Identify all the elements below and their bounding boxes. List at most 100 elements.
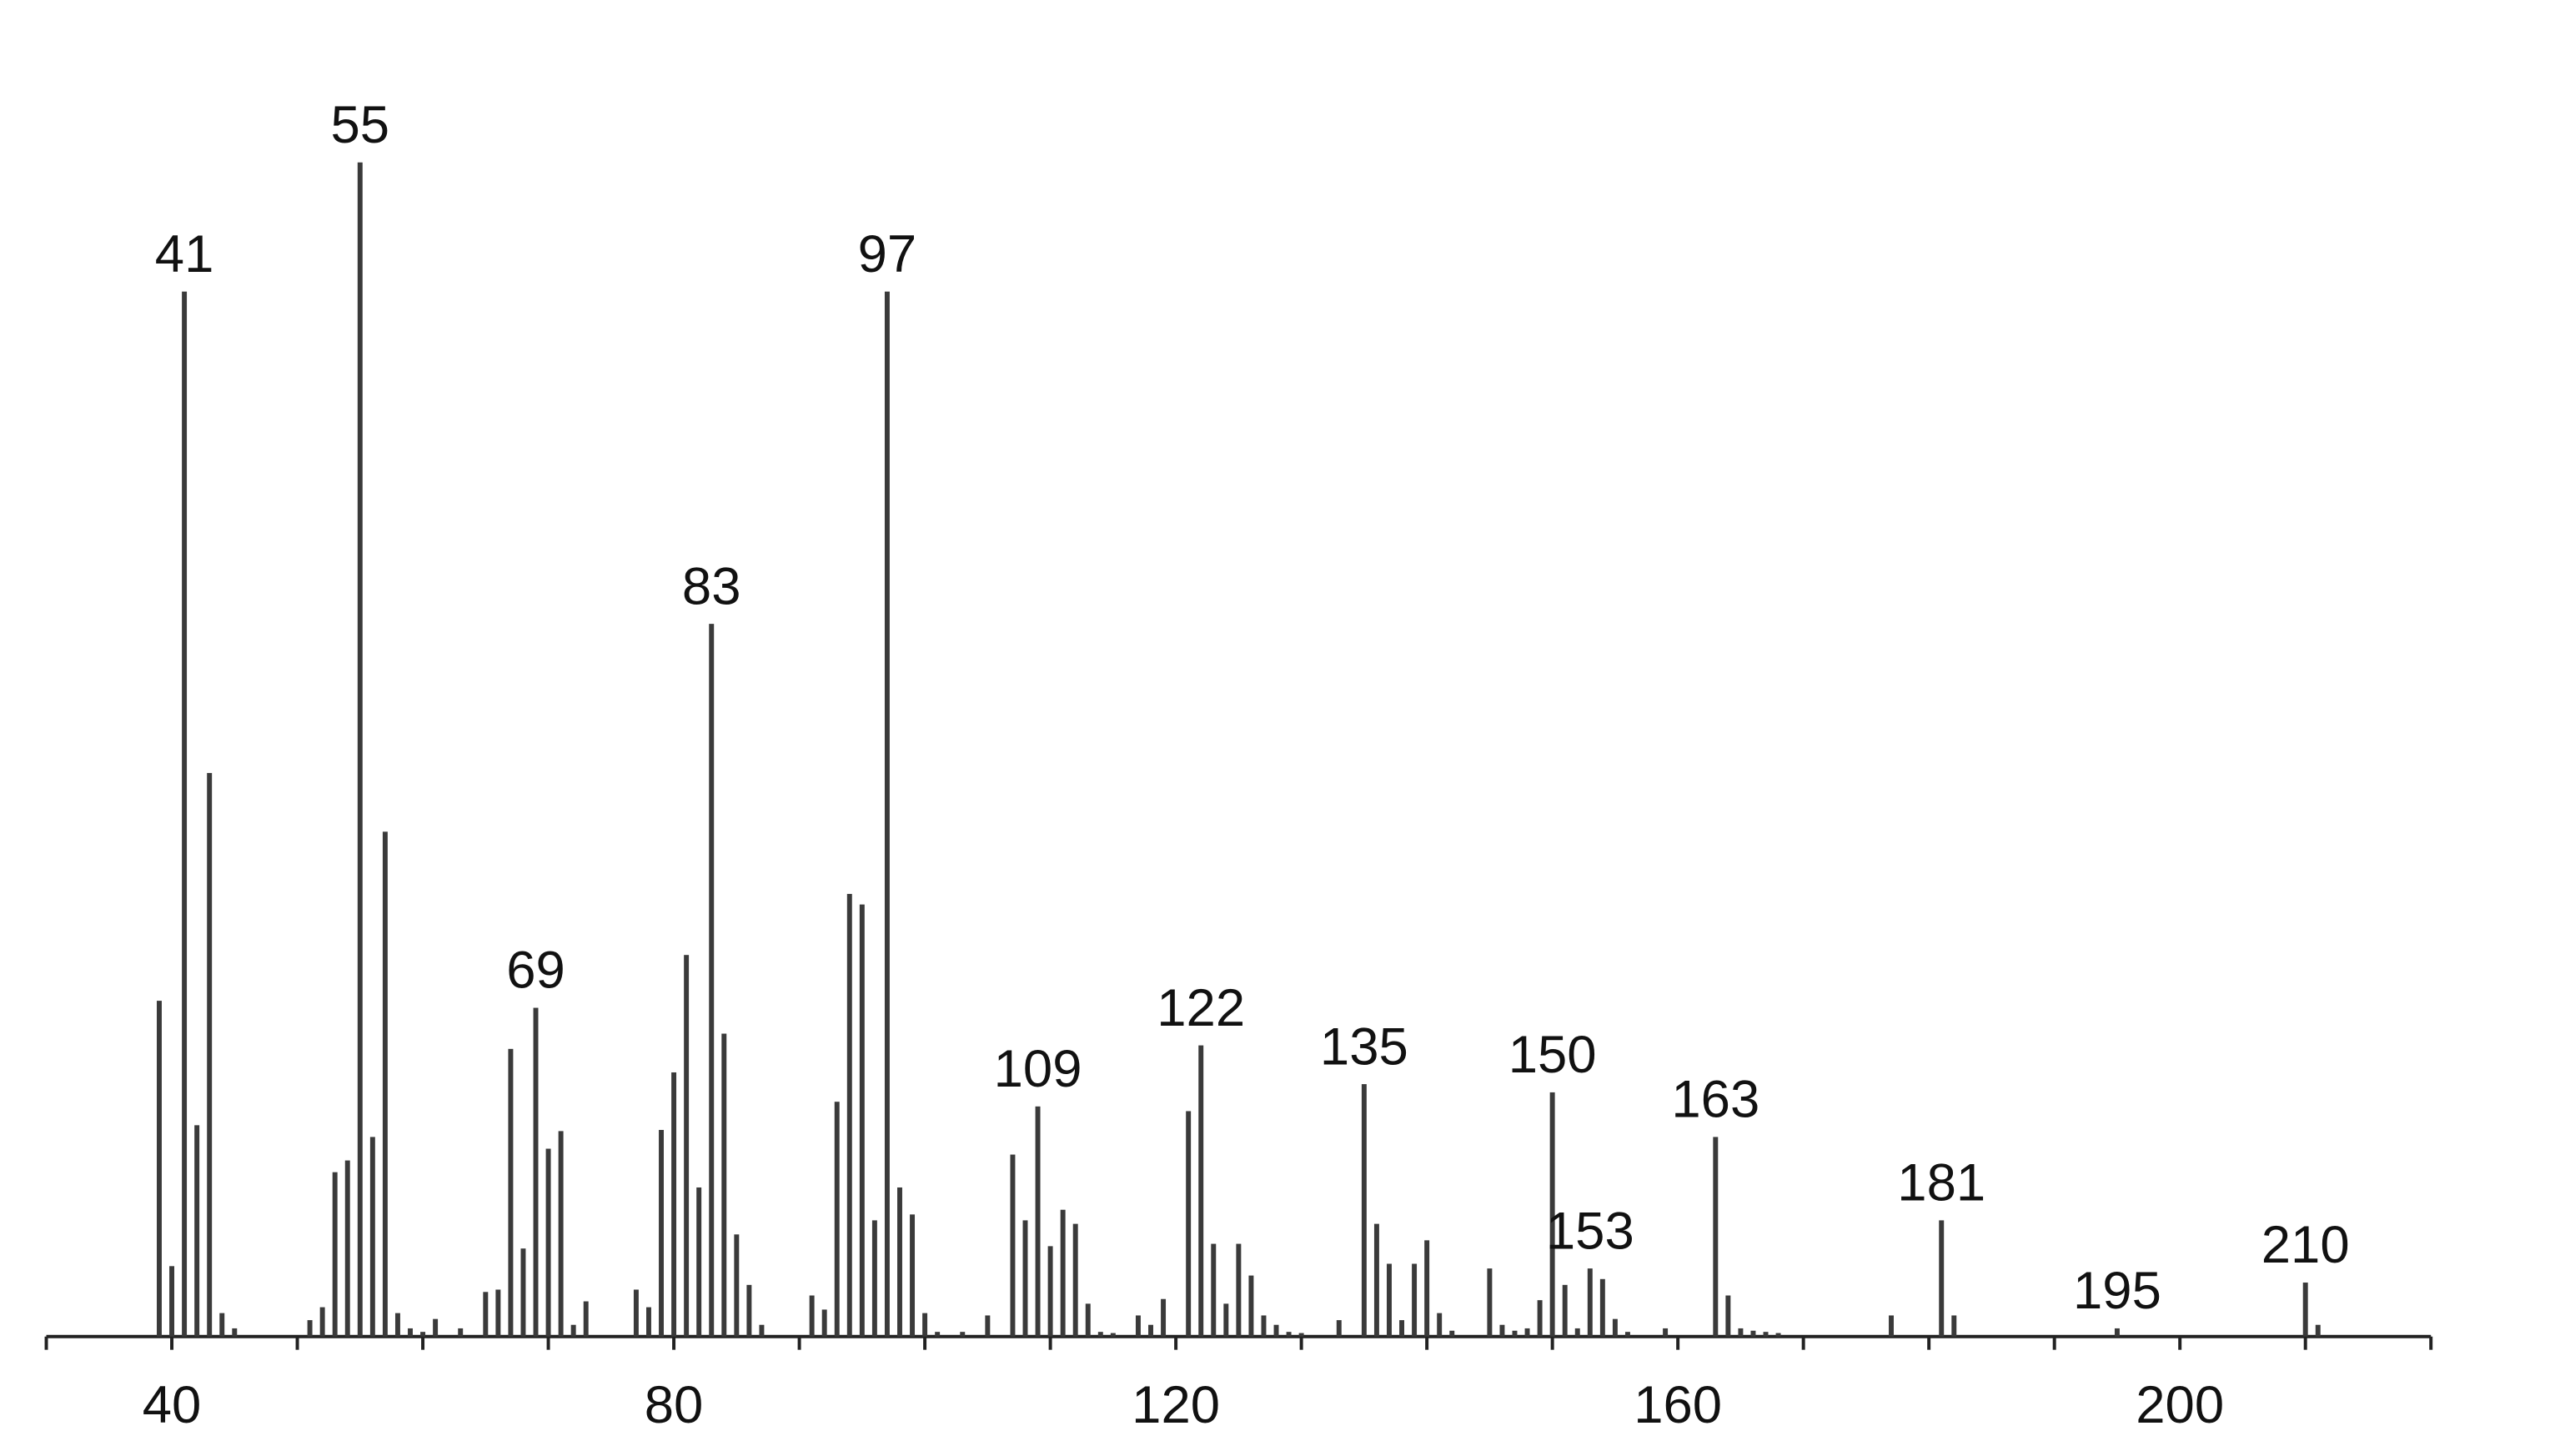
peak-label: 163 — [1671, 1071, 1759, 1129]
bar — [319, 1307, 325, 1337]
bar — [2302, 1283, 2308, 1337]
bar — [646, 1307, 651, 1337]
peak-label: 122 — [1157, 979, 1245, 1037]
bar — [420, 1332, 426, 1337]
x-tick-label: 160 — [1634, 1376, 1722, 1434]
bar — [1198, 1045, 1204, 1337]
x-tick-label: 80 — [645, 1376, 704, 1434]
bar — [1738, 1328, 1744, 1337]
bar — [721, 1033, 727, 1337]
bar — [859, 904, 865, 1337]
bar — [1223, 1303, 1229, 1337]
bar — [746, 1284, 752, 1337]
bar — [344, 1160, 350, 1337]
bar — [1110, 1333, 1116, 1337]
bar — [1663, 1328, 1669, 1337]
bar — [1574, 1328, 1580, 1337]
bar — [1361, 1084, 1367, 1337]
bar — [1248, 1275, 1254, 1337]
peak-label: 181 — [1897, 1154, 1985, 1212]
bar — [433, 1318, 439, 1337]
bar — [1273, 1324, 1279, 1337]
bar — [1587, 1268, 1593, 1337]
bar — [1713, 1137, 1719, 1337]
bar — [332, 1172, 338, 1337]
x-tick-label: 200 — [2136, 1376, 2224, 1434]
bar — [483, 1292, 489, 1337]
peak-label: 195 — [2073, 1262, 2161, 1320]
bar — [1097, 1332, 1103, 1337]
bar — [910, 1214, 916, 1337]
bar — [219, 1313, 225, 1337]
bar — [633, 1289, 639, 1337]
bar — [659, 1129, 665, 1337]
bar — [1487, 1268, 1493, 1337]
bar — [1624, 1332, 1630, 1337]
bar — [1072, 1223, 1078, 1337]
bar — [1298, 1333, 1304, 1337]
bar — [1060, 1209, 1066, 1337]
bar — [1599, 1278, 1605, 1337]
bar — [1763, 1332, 1769, 1337]
peak-label: 109 — [994, 1040, 1082, 1098]
bar — [935, 1332, 941, 1337]
bar — [169, 1266, 175, 1337]
bar — [1236, 1243, 1242, 1337]
bar — [1010, 1154, 1016, 1337]
bar — [1437, 1313, 1443, 1337]
bar — [1161, 1298, 1167, 1337]
bar — [458, 1328, 464, 1337]
bar — [1562, 1284, 1568, 1337]
bar — [1424, 1240, 1430, 1337]
bar — [1725, 1295, 1731, 1337]
bar — [207, 772, 213, 1337]
peak-label: 135 — [1320, 1017, 1408, 1076]
bar — [1549, 1092, 1555, 1337]
bar — [1047, 1246, 1053, 1337]
bar — [1286, 1332, 1292, 1337]
peak-label: 153 — [1546, 1202, 1634, 1260]
bar — [2315, 1324, 2321, 1337]
bar — [960, 1332, 966, 1337]
bar — [709, 624, 715, 1337]
bar — [1499, 1324, 1505, 1337]
peak-label: 69 — [506, 941, 565, 1000]
x-tick-label: 120 — [1132, 1376, 1220, 1434]
bar — [558, 1131, 564, 1337]
bar — [307, 1320, 313, 1337]
bar — [394, 1313, 400, 1337]
bar — [1512, 1330, 1518, 1337]
bar — [1387, 1263, 1392, 1337]
bar — [1211, 1243, 1217, 1337]
peak-label: 97 — [858, 225, 917, 284]
bar — [922, 1313, 928, 1337]
bar — [194, 1125, 200, 1337]
bar — [545, 1148, 551, 1337]
bar — [369, 1137, 375, 1337]
bar — [520, 1248, 526, 1337]
bar — [671, 1072, 677, 1337]
peak-label: 83 — [682, 557, 741, 615]
bar — [182, 291, 188, 1337]
bar — [759, 1324, 765, 1337]
bar — [1186, 1111, 1192, 1337]
bar — [1750, 1330, 1756, 1337]
bar — [1022, 1220, 1028, 1337]
bar — [1035, 1106, 1041, 1337]
bar — [1261, 1315, 1267, 1337]
bar — [1951, 1315, 1957, 1337]
bar — [1412, 1263, 1418, 1337]
peak-label: 150 — [1508, 1026, 1597, 1084]
bar — [1775, 1333, 1781, 1337]
peak-label: 55 — [331, 96, 390, 154]
bar — [846, 893, 852, 1337]
bar — [734, 1234, 740, 1337]
bar — [809, 1295, 815, 1337]
bar — [533, 1007, 539, 1337]
bar — [1148, 1324, 1153, 1337]
bar — [1524, 1328, 1530, 1337]
peak-label: 41 — [155, 225, 214, 284]
bar — [684, 955, 690, 1337]
